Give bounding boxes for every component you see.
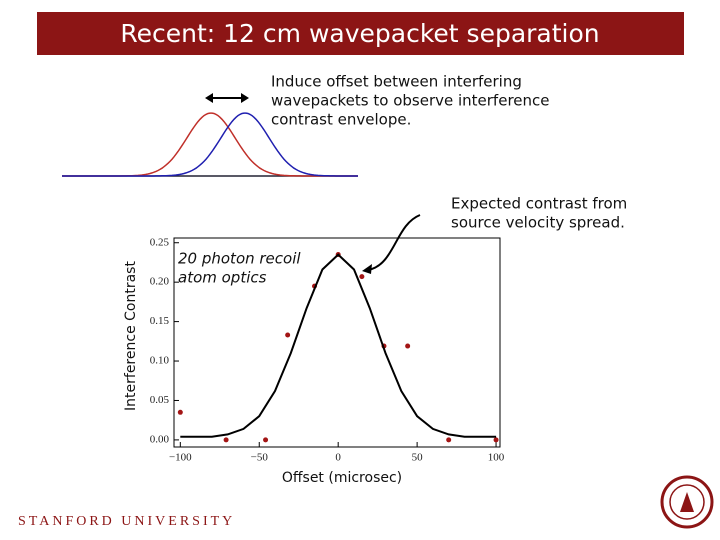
annotation: 20 photon recoil: [178, 250, 301, 268]
annotation: contrast envelope.: [271, 111, 411, 129]
y-tick-label: 0.15: [150, 315, 170, 327]
seal-inner: [669, 484, 705, 520]
data-point: [359, 274, 365, 280]
annotation: Expected contrast from: [451, 195, 627, 213]
x-tick-label: −50: [251, 452, 269, 464]
pointer-arrow: [367, 214, 421, 271]
x-tick-label: −100: [169, 452, 192, 464]
title-bar: [37, 12, 684, 55]
y-axis-label: Interference Contrast: [123, 261, 139, 411]
y-tick-label: 0.25: [150, 236, 170, 248]
y-tick-label: 0.10: [150, 355, 170, 367]
annotation: wavepackets to observe interference: [271, 92, 550, 110]
annotation: source velocity spread.: [451, 214, 625, 232]
x-axis-label: Offset (microsec): [282, 470, 402, 486]
fit-curve: [180, 253, 497, 438]
data-point: [493, 437, 499, 443]
data-point: [405, 343, 411, 349]
x-tick-label: 50: [412, 452, 424, 464]
annotation: Induce offset between interfering: [271, 73, 522, 91]
data-point: [446, 437, 452, 443]
wavepacket-illustration: [62, 93, 358, 177]
plot-frame: [173, 237, 501, 448]
seal-tree: [680, 492, 694, 512]
slide-title: Recent: 12 cm wavepacket separation: [120, 19, 599, 48]
footer: STANFORD UNIVERSITY: [18, 514, 235, 529]
x-tick-label: 0: [335, 452, 341, 464]
y-tick-label: 0.05: [150, 394, 170, 406]
x-tick-label: 100: [488, 452, 505, 464]
pointer-head: [362, 264, 372, 274]
wavepacket: [62, 112, 358, 177]
data-point: [263, 437, 269, 443]
data-point: [285, 332, 291, 338]
y-tick-label: 0.00: [150, 433, 170, 445]
annotation: atom optics: [178, 269, 267, 287]
y-tick-label: 0.20: [150, 276, 170, 288]
seal-ring: [660, 475, 714, 529]
data-point: [177, 409, 183, 415]
seal: [660, 475, 714, 529]
data-point: [223, 437, 229, 443]
